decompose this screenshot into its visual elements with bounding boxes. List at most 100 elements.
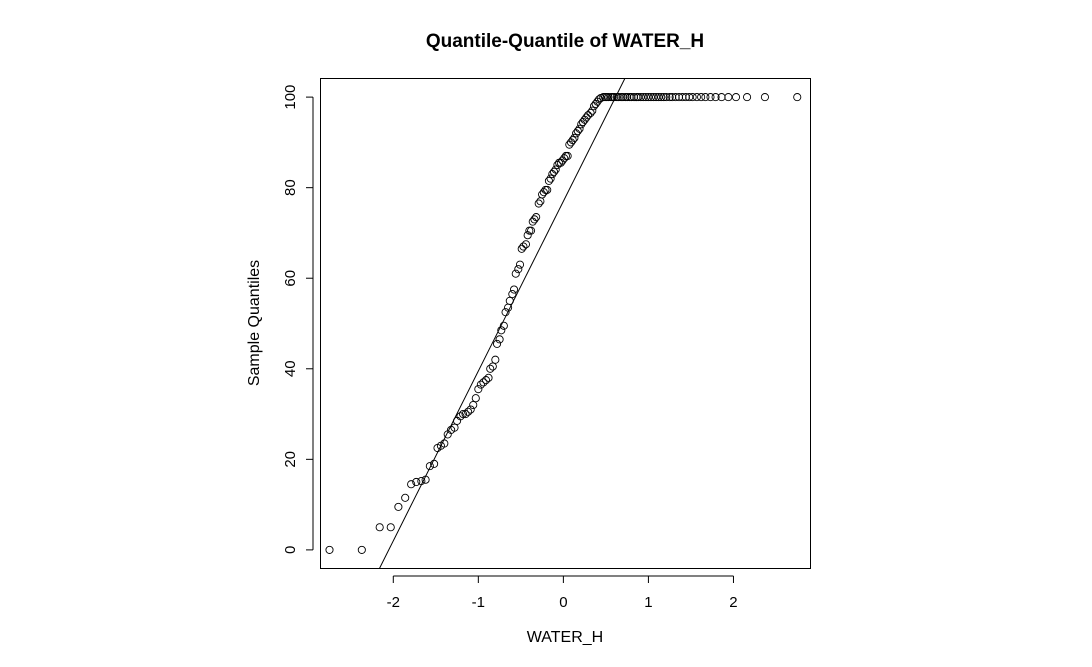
data-point bbox=[731, 93, 741, 102]
data-point bbox=[505, 296, 514, 305]
data-point bbox=[641, 93, 650, 102]
data-point bbox=[654, 93, 663, 102]
data-point bbox=[568, 136, 577, 145]
data-point bbox=[701, 93, 710, 102]
data-point bbox=[543, 185, 552, 194]
data-point bbox=[479, 378, 488, 387]
data-point bbox=[491, 355, 500, 364]
x-axis-label: WATER_H bbox=[527, 629, 603, 646]
data-point bbox=[519, 242, 528, 251]
data-point bbox=[488, 362, 497, 371]
x-tick-label: 2 bbox=[729, 594, 737, 611]
data-point bbox=[515, 260, 525, 269]
data-point bbox=[532, 213, 541, 222]
data-point bbox=[697, 93, 706, 102]
data-point bbox=[649, 93, 658, 102]
data-point bbox=[549, 167, 559, 176]
data-point bbox=[644, 93, 653, 102]
y-tick-label: 40 bbox=[282, 360, 299, 377]
data-point bbox=[461, 410, 470, 419]
data-point bbox=[486, 364, 495, 373]
data-point bbox=[417, 477, 426, 486]
y-tick-label: 20 bbox=[282, 451, 299, 468]
data-point bbox=[412, 477, 421, 487]
data-point bbox=[662, 93, 671, 102]
data-point bbox=[595, 95, 604, 104]
data-point bbox=[665, 93, 674, 102]
data-point bbox=[685, 93, 694, 102]
data-point bbox=[760, 93, 769, 102]
data-point bbox=[501, 308, 510, 317]
data-point bbox=[375, 523, 384, 532]
data-point bbox=[711, 93, 720, 102]
data-point bbox=[497, 326, 506, 335]
data-point bbox=[575, 124, 584, 133]
data-point bbox=[692, 93, 701, 102]
data-point bbox=[430, 459, 439, 468]
data-point bbox=[484, 373, 493, 382]
data-point bbox=[407, 480, 416, 489]
chart-title: Quantile-Quantile of WATER_H bbox=[426, 31, 704, 52]
data-point bbox=[464, 407, 473, 416]
data-point bbox=[652, 93, 661, 102]
data-point bbox=[636, 93, 645, 102]
x-tick-label: -1 bbox=[472, 594, 485, 611]
data-point bbox=[495, 335, 504, 344]
data-point bbox=[517, 244, 526, 253]
data-point bbox=[357, 545, 366, 554]
data-point bbox=[401, 493, 410, 502]
data-point bbox=[582, 113, 591, 122]
data-point bbox=[544, 176, 553, 185]
data-point bbox=[583, 111, 593, 120]
data-point bbox=[793, 93, 802, 102]
data-point bbox=[646, 93, 656, 102]
data-point bbox=[440, 439, 449, 448]
data-point bbox=[514, 265, 523, 274]
data-point bbox=[588, 106, 597, 115]
data-point bbox=[421, 475, 430, 484]
data-point bbox=[508, 290, 517, 299]
data-point bbox=[492, 339, 502, 348]
data-point bbox=[509, 285, 519, 294]
data-point bbox=[466, 405, 475, 414]
data-point bbox=[563, 151, 572, 161]
y-tick-label: 80 bbox=[282, 179, 299, 196]
data-point bbox=[499, 321, 508, 330]
data-point bbox=[743, 93, 752, 102]
data-point bbox=[530, 215, 539, 224]
data-point bbox=[450, 423, 459, 432]
x-tick-label: 1 bbox=[644, 594, 652, 611]
data-point bbox=[511, 269, 520, 278]
x-axis: -2 -1 0 1 2 bbox=[387, 575, 738, 611]
data-point bbox=[521, 240, 531, 249]
data-point bbox=[634, 93, 643, 102]
data-point bbox=[534, 199, 543, 208]
data-point bbox=[706, 93, 715, 102]
data-point bbox=[570, 133, 579, 142]
x-tick-label: 0 bbox=[559, 594, 567, 611]
data-point bbox=[657, 93, 666, 102]
y-axis: 0 20 40 60 80 100 bbox=[282, 85, 314, 554]
data-point bbox=[394, 502, 403, 511]
data-point bbox=[724, 93, 733, 102]
data-point bbox=[425, 462, 434, 471]
data-point bbox=[639, 93, 648, 102]
data-point bbox=[325, 545, 334, 554]
y-axis-label: Sample Quantiles bbox=[246, 260, 263, 386]
data-point bbox=[573, 127, 582, 136]
x-tick-label: -2 bbox=[387, 594, 400, 611]
y-tick-label: 60 bbox=[282, 270, 299, 287]
data-point bbox=[456, 412, 465, 421]
data-point bbox=[551, 165, 560, 174]
data-point bbox=[604, 93, 613, 102]
y-tick-label: 100 bbox=[282, 85, 299, 110]
reference-line bbox=[379, 79, 626, 568]
data-point bbox=[481, 376, 491, 385]
data-point bbox=[525, 226, 534, 235]
plot-frame bbox=[320, 78, 811, 569]
data-point bbox=[474, 385, 483, 394]
data-point bbox=[586, 108, 595, 118]
data-point bbox=[546, 174, 555, 183]
y-tick-label: 0 bbox=[282, 546, 299, 554]
